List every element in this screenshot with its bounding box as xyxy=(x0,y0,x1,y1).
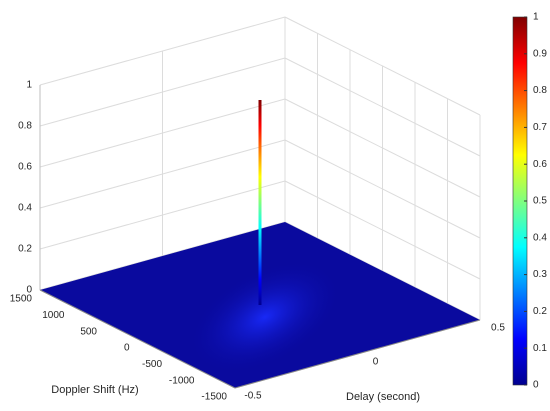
colorbar-tick-label: 0.8 xyxy=(533,85,547,96)
colorbar-tick-label: 1 xyxy=(533,12,539,23)
z-tick-label: 0.8 xyxy=(18,121,32,132)
colorbar-tick-label: 0.6 xyxy=(533,159,547,170)
z-tick-label: 0.4 xyxy=(18,203,32,214)
colorbar-tick-label: 0.1 xyxy=(533,343,547,354)
z-tick-label: 1 xyxy=(26,80,32,91)
colorbar-tick-label: 0.7 xyxy=(533,122,547,133)
x-tick-label: 0.5 xyxy=(491,323,505,334)
z-tick-label: 0.2 xyxy=(18,244,32,255)
y-tick-label: -1000 xyxy=(169,375,195,386)
colorbar-tick-label: 0 xyxy=(533,380,539,391)
y-axis-label: Doppler Shift (Hz) xyxy=(51,384,138,396)
z-tick-label: 0 xyxy=(26,285,32,296)
y-tick-label: 1000 xyxy=(42,310,65,321)
y-tick-label: 1500 xyxy=(10,294,33,305)
axis-line xyxy=(234,319,481,389)
x-tick-label: 0 xyxy=(373,357,379,368)
x-tick-label: -0.5 xyxy=(244,391,262,402)
colorbar-tick-label: 0.2 xyxy=(533,306,547,317)
y-tick-label: 0 xyxy=(124,343,130,354)
z-tick-label: 0.6 xyxy=(18,162,32,173)
peak xyxy=(258,100,262,305)
y-tick-label: 500 xyxy=(80,326,97,337)
surface-highlight xyxy=(191,262,339,372)
y-tick-label: -500 xyxy=(142,359,162,370)
colorbar-tick-label: 0.3 xyxy=(533,269,547,280)
axis-line xyxy=(39,289,236,389)
x-axis-label: Delay (second) xyxy=(346,391,420,403)
colorbar-tick-label: 0.4 xyxy=(533,232,547,243)
y-tick-label: -1500 xyxy=(201,392,227,403)
colorbar-tick-label: 0.9 xyxy=(533,48,547,59)
colorbar-tick-label: 0.5 xyxy=(533,196,547,207)
